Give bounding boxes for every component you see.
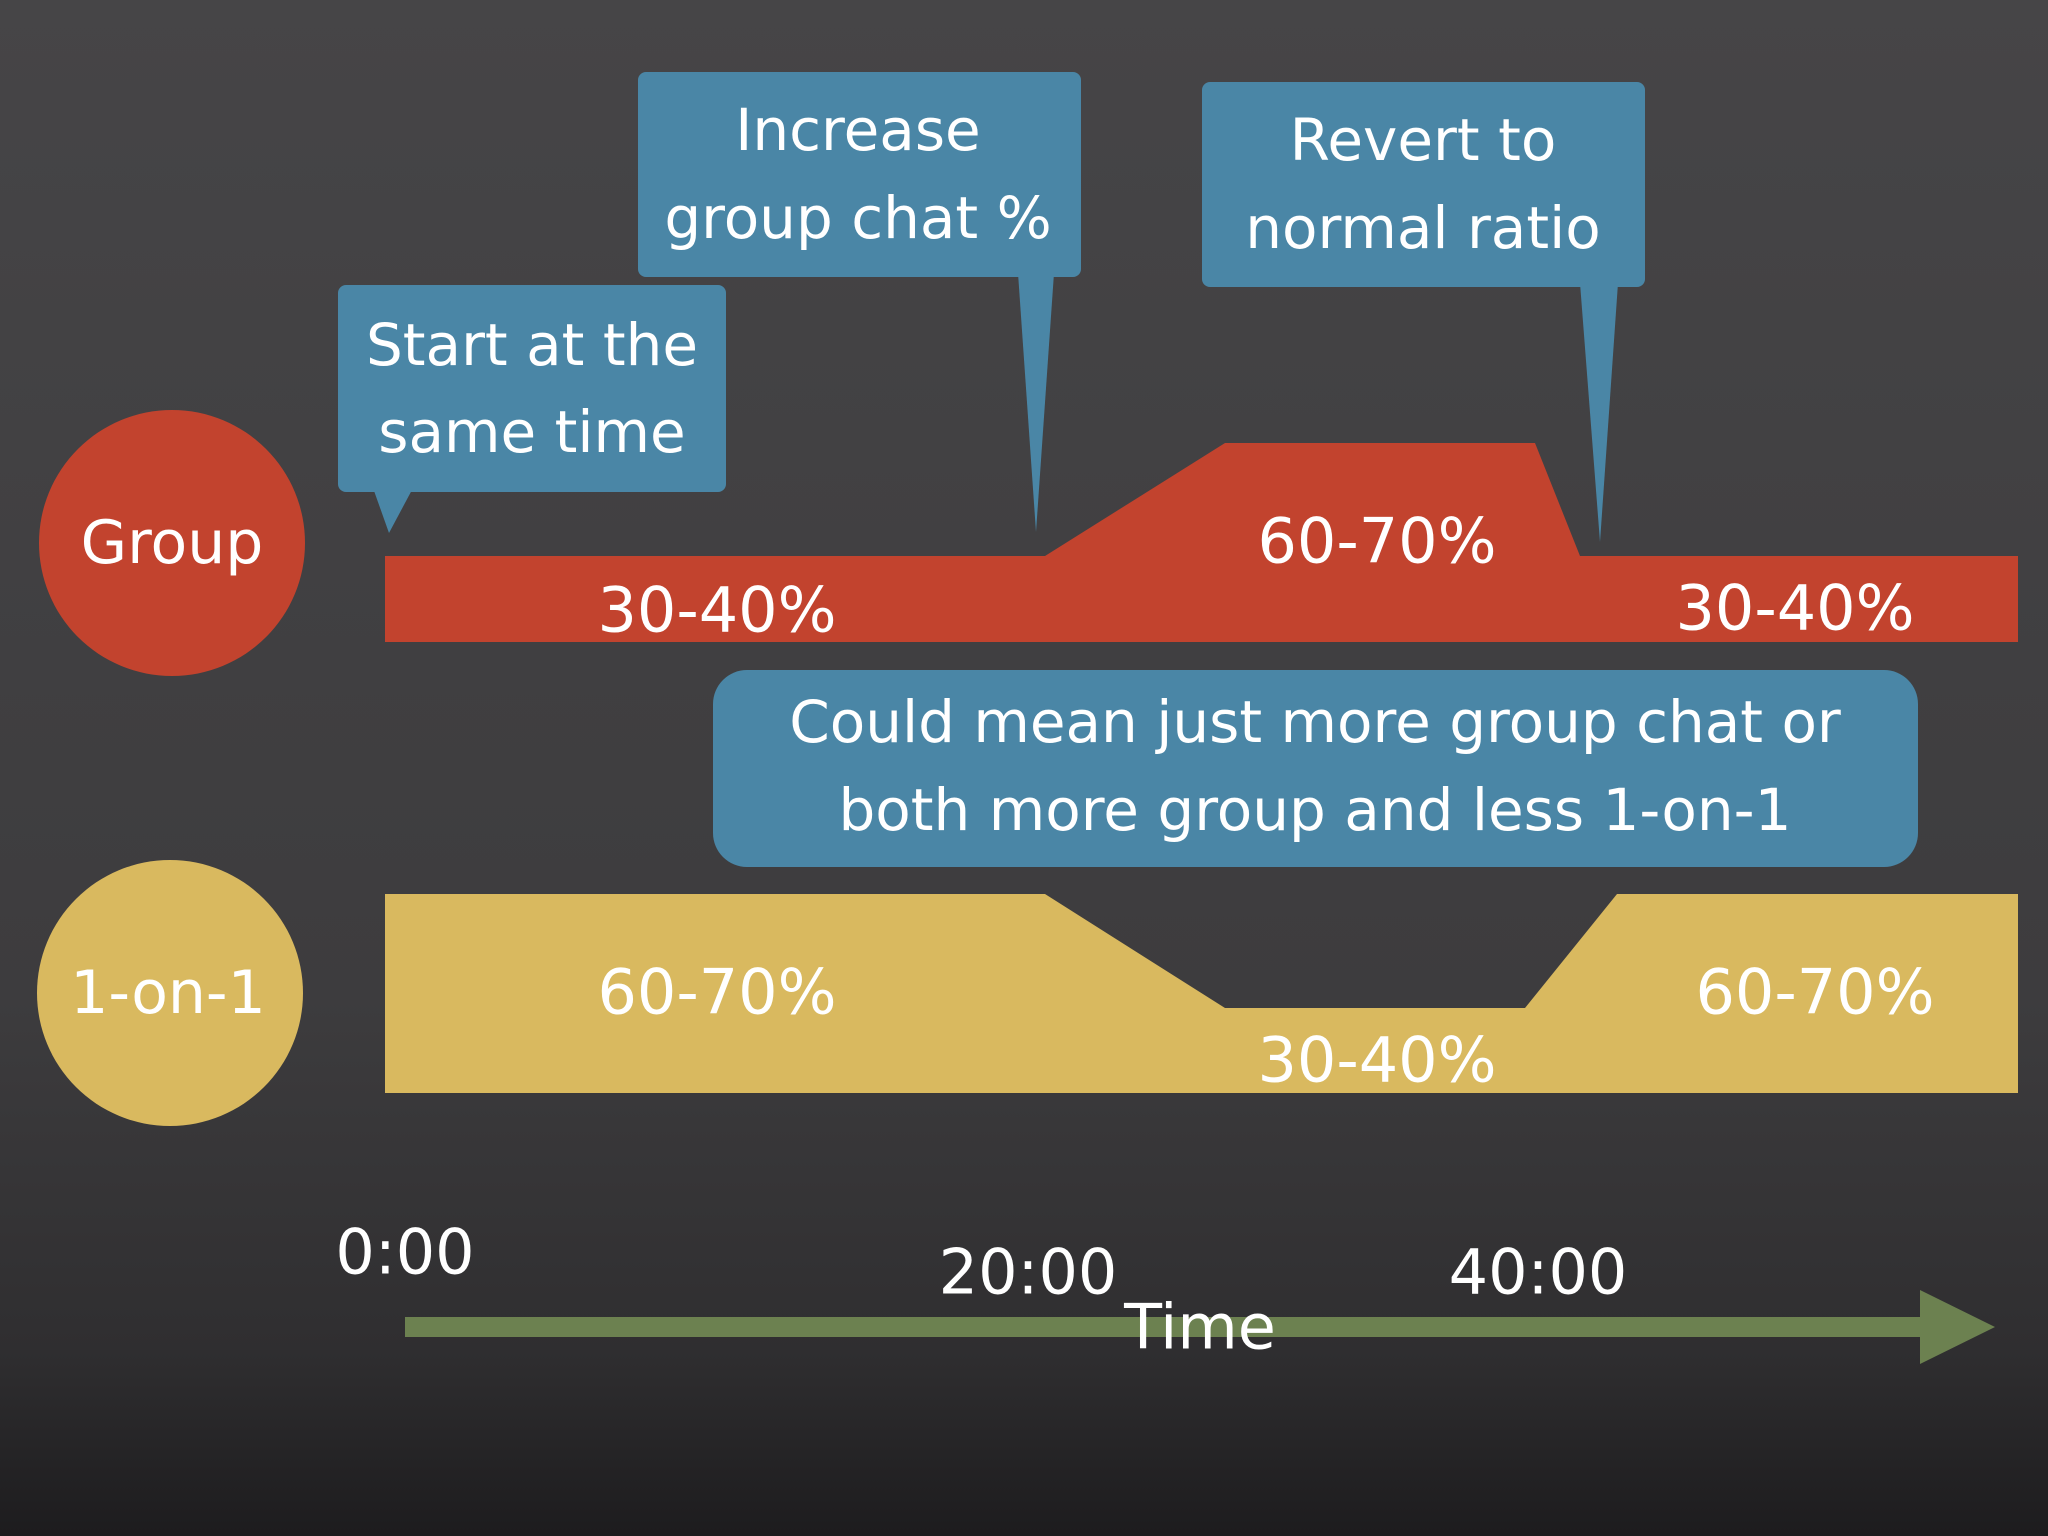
callout-note-line-1: Could mean just more group chat or	[789, 688, 1841, 756]
timeline-tick-late: 40:00	[1449, 1236, 1628, 1309]
one-on-one-row-circle	[37, 860, 303, 1126]
callout-revert-box	[1202, 82, 1645, 287]
callout-revert: Revert to normal ratio	[1202, 82, 1645, 542]
callout-revert-pointer	[1580, 283, 1618, 542]
group-row-label: Group	[81, 508, 264, 578]
callout-note-box	[713, 670, 1918, 867]
group-share-band	[385, 443, 2018, 642]
timeline-arrowhead-icon	[1920, 1290, 1995, 1364]
one-on-one-share-middle: 30-40%	[1257, 1024, 1496, 1097]
group-share-middle: 60-70%	[1257, 505, 1496, 578]
callout-start: Start at the same time	[338, 285, 726, 533]
one-on-one-row-label: 1-on-1	[70, 958, 266, 1028]
callout-increase-line-1: Increase	[735, 96, 980, 164]
callout-increase-line-2: group chat %	[664, 184, 1051, 252]
callout-increase-box	[638, 72, 1081, 277]
callout-start-pointer	[373, 488, 413, 533]
callout-start-box	[338, 285, 726, 492]
group-row-circle	[39, 410, 305, 676]
callout-start-line-2: same time	[378, 398, 685, 466]
group-share-late: 30-40%	[1675, 572, 1914, 645]
group-share-early: 30-40%	[597, 574, 836, 647]
callout-revert-line-2: normal ratio	[1245, 194, 1600, 262]
callout-start-line-1: Start at the	[366, 311, 698, 379]
callout-note-line-2: both more group and less 1-on-1	[838, 776, 1791, 844]
callout-revert-line-1: Revert to	[1290, 106, 1557, 174]
timeline: 0:00 20:00 40:00 Time	[335, 1216, 1995, 1364]
one-on-one-share-early: 60-70%	[597, 956, 836, 1029]
one-on-one-share-band	[385, 894, 2018, 1093]
timeline-axis-label: Time	[1123, 1291, 1276, 1364]
timeline-arrow-shaft	[405, 1317, 1935, 1337]
callout-increase: Increase group chat %	[638, 72, 1081, 532]
one-on-one-share-late: 60-70%	[1695, 956, 1934, 1029]
timeline-tick-mid: 20:00	[939, 1236, 1118, 1309]
timeline-tick-start: 0:00	[335, 1216, 474, 1289]
callout-increase-pointer	[1018, 273, 1054, 532]
callout-note: Could mean just more group chat or both …	[713, 670, 1918, 867]
